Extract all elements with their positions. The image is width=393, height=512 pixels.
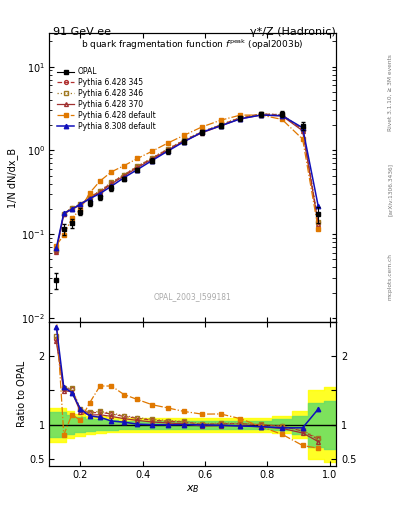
Text: 91 GeV ee: 91 GeV ee — [53, 27, 111, 37]
Y-axis label: 1/N dN/dx_B: 1/N dN/dx_B — [7, 147, 18, 207]
Text: [arXiv:1306.3436]: [arXiv:1306.3436] — [387, 163, 392, 216]
Text: Rivet 3.1.10, ≥ 3M events: Rivet 3.1.10, ≥ 3M events — [387, 54, 392, 131]
Legend: OPAL, Pythia 6.428 345, Pythia 6.428 346, Pythia 6.428 370, Pythia 6.428 default: OPAL, Pythia 6.428 345, Pythia 6.428 346… — [56, 66, 157, 133]
Y-axis label: Ratio to OPAL: Ratio to OPAL — [17, 360, 27, 427]
X-axis label: $x_B$: $x_B$ — [186, 483, 199, 495]
Text: b quark fragmentation function $f^{\rm peak}$ (opal2003b): b quark fragmentation function $f^{\rm p… — [81, 37, 304, 52]
Text: OPAL_2003_I599181: OPAL_2003_I599181 — [154, 292, 231, 302]
Text: mcplots.cern.ch: mcplots.cern.ch — [387, 253, 392, 300]
Text: γ*/Z (Hadronic): γ*/Z (Hadronic) — [250, 27, 336, 37]
